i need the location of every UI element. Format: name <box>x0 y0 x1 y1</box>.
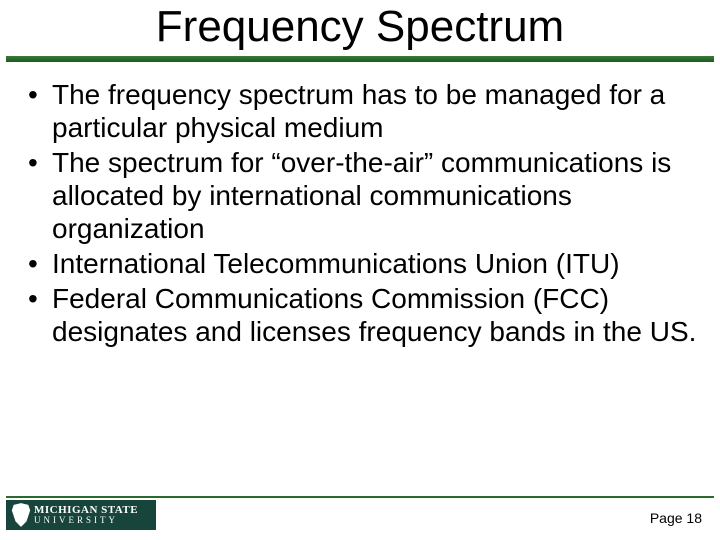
list-item: The spectrum for “over-the-air” communic… <box>28 146 700 245</box>
page-number: Page 18 <box>650 510 702 526</box>
title-underline <box>6 56 714 62</box>
logo-line2: UNIVERSITY <box>34 516 138 525</box>
list-item: The frequency spectrum has to be managed… <box>28 78 700 144</box>
footer-rule <box>6 496 714 498</box>
spartan-helmet-icon <box>10 503 32 527</box>
logo-text: MICHIGAN STATE UNIVERSITY <box>34 505 138 526</box>
slide-title: Frequency Spectrum <box>0 2 720 52</box>
slide-body: The frequency spectrum has to be managed… <box>28 78 700 350</box>
list-item: Federal Communications Commission (FCC) … <box>28 282 700 348</box>
list-item: International Telecommunications Union (… <box>28 247 700 280</box>
bullet-list: The frequency spectrum has to be managed… <box>28 78 700 348</box>
msu-logo: MICHIGAN STATE UNIVERSITY <box>6 500 156 530</box>
